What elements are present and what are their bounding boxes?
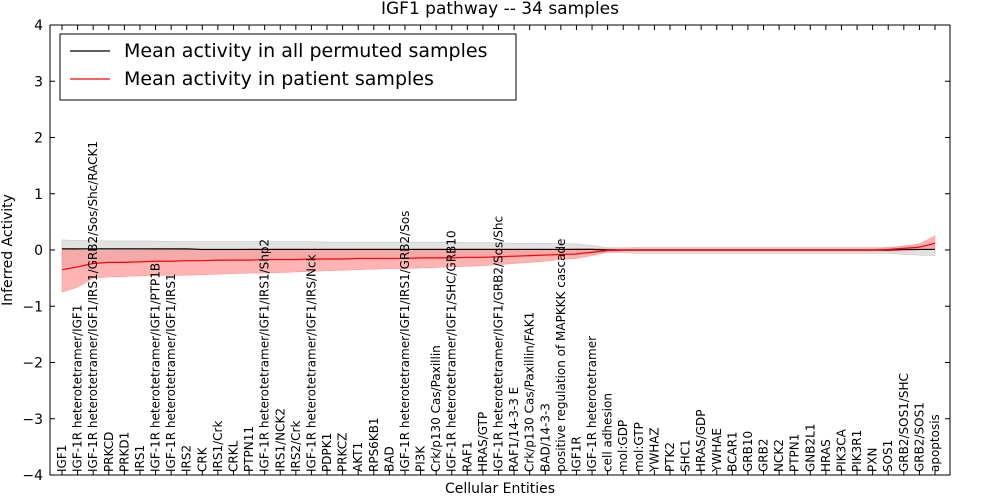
y-tick-label: −3 [22, 412, 43, 428]
y-tick-label: −4 [22, 468, 43, 484]
x-tick-label: YWHAE [710, 428, 724, 473]
x-tick-label: GRB2/SOS1 [912, 402, 926, 472]
x-tick-label: PTPN11 [242, 426, 256, 472]
x-tick-label: SOS1 [881, 440, 895, 472]
x-tick-label: IRS2 [180, 445, 194, 472]
x-tick-label: Crk/p130 Cas/Paxillin/FAK1 [523, 312, 537, 472]
chart-title: IGF1 pathway -- 34 samples [381, 0, 619, 19]
x-tick-label: PRKCD [102, 432, 116, 472]
x-tick-label: RAF1/14-3-3 E [507, 387, 521, 472]
y-tick-label: −1 [22, 299, 43, 315]
x-tick-label: PTPN1 [788, 434, 802, 472]
x-tick-label: IRS1 [133, 445, 147, 472]
series-line-patient [61, 242, 936, 271]
x-tick-label: apoptosis [928, 414, 942, 472]
x-tick-label: RPS6KB1 [367, 417, 381, 472]
x-tick-label: IGF-1R heterotetramer/IGF1/IRS1/GRB2/Sos… [86, 141, 100, 472]
x-tick-label: CRKL [226, 440, 240, 472]
x-tick-label: cell adhesion [601, 393, 615, 472]
x-tick-label: IGF-1R heterotetramer/IGF1/IRS1 [164, 273, 178, 472]
x-tick-label: IGF-1R heterotetramer/IGF1/GRB2/Sos/Shc [492, 216, 506, 472]
x-tick-label: PDPK1 [320, 433, 334, 472]
legend-box [59, 33, 517, 101]
x-tick-label: PIK3R1 [850, 430, 864, 472]
x-tick-label: IGF-1R heterotetramer/IGF1/IRS1/GRB2/Sos [398, 211, 412, 472]
y-axis-label: Inferred Activity [0, 194, 16, 306]
x-tick-label: HRAS [819, 439, 833, 472]
x-tick-label: IRS1/Crk [211, 421, 225, 472]
x-tick-label: Crk/p130 Cas/Paxillin [429, 345, 443, 472]
x-tick-label: GRB2 [757, 438, 771, 472]
x-tick-label: BCAR1 [725, 431, 739, 472]
x-tick-label: HRAS/GDP [694, 409, 708, 472]
plot-frame [49, 24, 951, 476]
x-tick-label: IGF1 [55, 445, 69, 472]
x-tick-label: CRK [195, 446, 209, 472]
x-tick-label: mol:GTP [632, 422, 646, 472]
x-tick-label: IRS2/Crk [289, 421, 303, 472]
x-axis-label: Cellular Entities [445, 481, 555, 497]
x-tick-label: mol:GDP [616, 420, 630, 472]
series-lines [61, 242, 936, 271]
x-tick-label: IGF-1R heterotetramer/IGF1/IRS/Nck [304, 254, 318, 472]
x-tick-label: IGF-1R heterotetramer/IGF1/IRS1/Shp2 [258, 239, 272, 472]
x-tick-label: IGF-1R heterotetramer/IGF1/SHC/GRB10 [445, 230, 459, 472]
x-tick-label: HRAS/GTP [476, 412, 490, 472]
y-tick-label: 1 [34, 187, 43, 203]
y-tick-label: 4 [34, 18, 43, 34]
x-tick-label: PRKCZ [336, 433, 350, 472]
x-tick-label: GRB10 [741, 431, 755, 472]
y-tick-label: −2 [22, 356, 43, 372]
y-tick-label: 0 [34, 243, 43, 259]
legend-label-permuted: Mean activity in all permuted samples [124, 40, 487, 62]
x-tick-label: GRB2/SOS1/SHC [897, 373, 911, 472]
x-tick-label: IGF1R [569, 436, 583, 472]
y-axis: −4 −3 −2 −1 0 1 2 3 4 [22, 18, 950, 484]
x-tick-label: BAD/14-3-3 [538, 403, 552, 472]
y-tick-label: 2 [34, 131, 43, 147]
x-tick-label: IGF-1R heterotetramer [585, 336, 599, 472]
x-tick-label: PTK2 [663, 442, 677, 472]
legend: Mean activity in all permuted samples Me… [59, 33, 517, 101]
x-tick-label: IGF-1R heterotetramer/IGF1/PTP1B [149, 263, 163, 472]
x-tick-label: positive regulation of MAPKKK cascade [554, 239, 568, 472]
legend-label-patient: Mean activity in patient samples [124, 68, 434, 90]
x-tick-label: YWHAZ [647, 427, 661, 473]
x-tick-label: PXN [866, 448, 880, 472]
y-tick-label: 3 [34, 74, 43, 90]
x-tick-label: PI3K [414, 445, 428, 472]
x-axis: IGF1 IGF-1R heterotetramer/IGF1 IGF-1R het… [55, 25, 942, 475]
x-tick-label: RAF1 [460, 441, 474, 472]
x-tick-label: PRKD1 [117, 432, 131, 472]
x-tick-label: IGF-1R heterotetramer/IGF1 [71, 305, 85, 472]
x-tick-label: AKT1 [351, 442, 365, 472]
x-tick-label: IRS1/NCK2 [273, 408, 287, 472]
x-tick-label: GNB2L1 [803, 424, 817, 472]
x-tick-label: BAD [382, 446, 396, 472]
x-tick-label: SHC1 [679, 439, 693, 472]
x-tick-label: PIK3CA [834, 428, 848, 472]
x-tick-label: NCK2 [772, 439, 786, 472]
